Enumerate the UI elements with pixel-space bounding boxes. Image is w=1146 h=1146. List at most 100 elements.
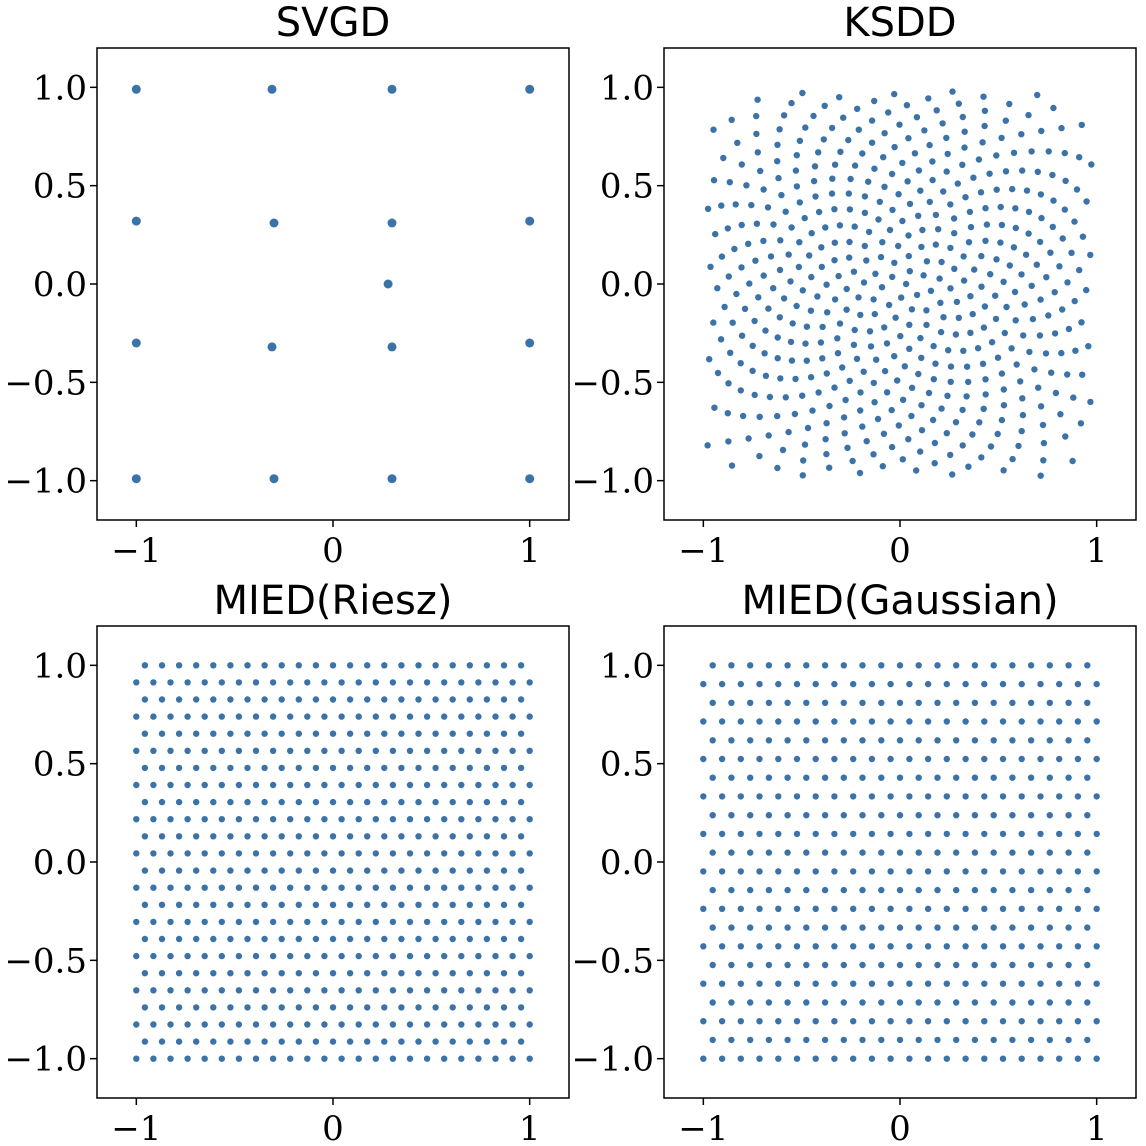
scatter-point [793,980,801,987]
scatter-point [415,833,422,840]
scatter-point [718,830,726,838]
scatter-point [821,1036,829,1044]
scatter-point [953,924,960,931]
scatter-point [389,816,397,823]
scatter-point [475,679,482,686]
scatter-point [784,812,791,819]
scatter-point [278,833,285,840]
scatter-point [338,987,345,994]
scatter-point [312,935,320,943]
scatter-point [201,713,208,720]
scatter-point [981,793,988,800]
scatter-point [1049,171,1056,179]
scatter-point [525,338,535,348]
scatter-point [150,850,157,857]
scatter-point [432,833,439,840]
scatter-point [517,1038,525,1045]
scatter-point [1009,886,1016,894]
scatter-point [962,718,969,725]
scatter-point [201,884,208,891]
scatter-point [906,755,913,763]
scatter-point [836,320,844,327]
scatter-point [1076,266,1083,274]
scatter-point [906,268,913,275]
scatter-point [962,868,969,875]
scatter-point [1046,886,1054,894]
scatter-point [312,833,320,840]
scatter-point [389,952,397,960]
scatter-point [372,1055,379,1062]
scatter-point [1018,830,1025,838]
scatter-point [971,886,979,894]
scatter-point [1010,244,1018,251]
scatter-point [304,952,311,960]
scatter-point [141,730,149,737]
scatter-point [1018,131,1025,138]
scatter-point [945,347,952,354]
scatter-point [934,999,941,1006]
scatter-point [201,747,208,754]
scatter-point [167,850,174,857]
scatter-point [415,1004,422,1011]
scatter-point [432,662,439,669]
scatter-point [1058,124,1065,132]
scatter-point [321,679,328,686]
scatter-point [1037,755,1044,763]
scatter-point [1085,343,1092,350]
scatter-point [381,764,388,772]
scatter-point [831,239,838,246]
scatter-point [793,793,801,800]
scatter-point [466,1004,473,1011]
scatter-point [915,774,922,781]
scatter-point [871,97,878,105]
scatter-point [287,918,294,926]
scatter-point [1074,830,1082,838]
scatter-point [700,943,707,950]
scatter-point [887,905,894,912]
scatter-point [812,793,819,800]
scatter-point [492,918,499,926]
scatter-point [767,253,775,260]
scatter-point [261,696,268,703]
y-tick-label: −0.5 [571,363,654,403]
scatter-point [803,699,810,706]
scatter-point [906,321,913,328]
scatter-point [227,935,234,943]
scatter-point [133,781,140,789]
scatter-point [398,867,405,874]
plot-frame [96,47,570,521]
scatter-point [712,230,719,238]
scatter-point [777,375,784,382]
scatter-point [133,918,140,926]
scatter-point [803,737,810,744]
scatter-point [960,253,967,260]
scatter-point [1084,961,1091,969]
scatter-point [718,755,726,763]
scatter-point [227,901,234,908]
scatter-point [874,415,882,423]
scatter-point [1037,980,1044,987]
scatter-point [1037,1018,1044,1025]
y-tick-label: 1.0 [600,646,654,686]
scatter-point [974,345,982,352]
scatter-point [878,699,885,706]
scatter-point [338,884,345,891]
scatter-point [747,774,754,781]
scatter-point [971,1036,979,1044]
scatter-point [895,191,902,198]
scatter-point [710,319,717,326]
scatter-point [737,680,744,688]
scatter-point [312,798,320,806]
scatter-point [235,884,243,891]
scatter-point [1027,774,1035,781]
scatter-point [709,737,716,744]
scatter-point [888,406,895,414]
scatter-point [821,924,829,931]
scatter-point [321,816,328,823]
scatter-point [355,1055,362,1062]
scatter-point [1074,943,1082,950]
scatter-point [304,713,311,720]
scatter-point [167,952,174,960]
scatter-point [837,148,844,155]
scatter-point [287,884,294,891]
